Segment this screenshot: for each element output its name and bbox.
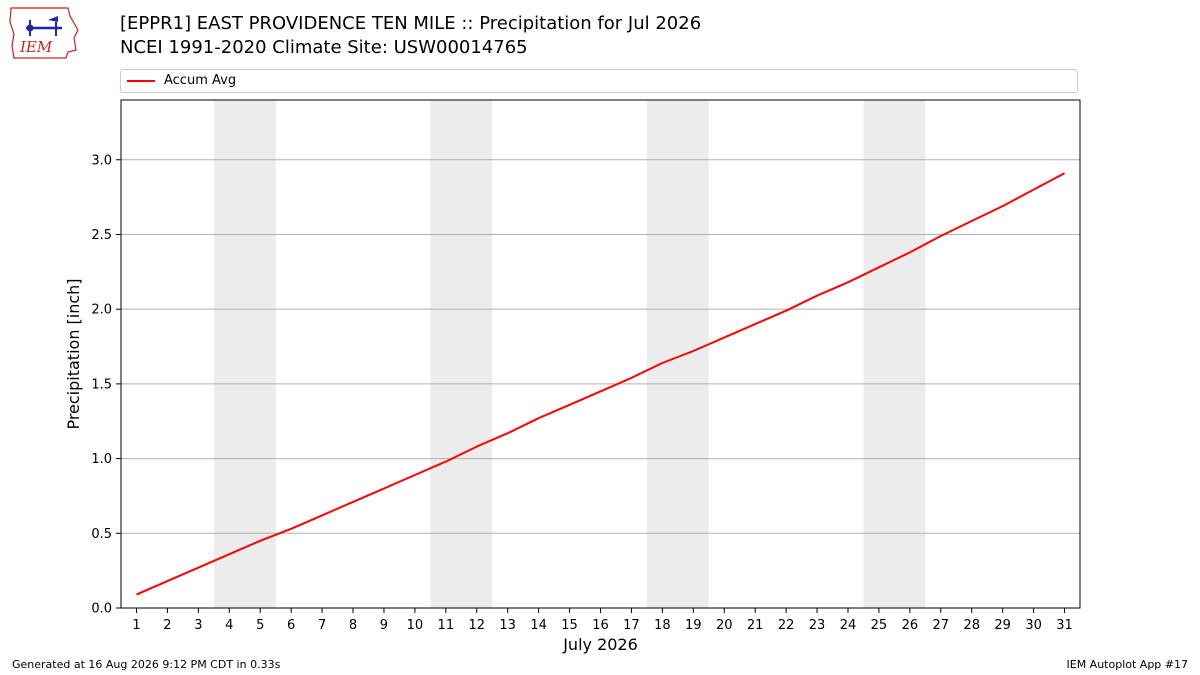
x-tick-label: 8 [349, 618, 357, 633]
series-line-accum-avg [136, 172, 1065, 596]
x-tick-label: 23 [809, 618, 826, 633]
plot-frame [120, 99, 1081, 609]
y-tick-label: 2.5 [91, 228, 112, 243]
x-tick-label: 4 [225, 618, 233, 633]
x-tick-label: 27 [933, 618, 950, 633]
weekend-band [646, 100, 709, 608]
x-tick-label: 12 [468, 618, 485, 633]
x-tick-label: 26 [902, 618, 919, 633]
chart-subtitle: NCEI 1991-2020 Climate Site: USW00014765 [120, 37, 528, 58]
x-tick-label: 10 [407, 618, 424, 633]
x-tick-label: 9 [380, 618, 388, 633]
x-tick-label: 3 [194, 618, 202, 633]
x-tick-label: 16 [592, 618, 609, 633]
x-tick-label: 11 [438, 618, 455, 633]
legend-swatch-accum-avg [127, 80, 155, 82]
y-tick-label: 1.5 [91, 377, 112, 392]
y-tick-label: 1.0 [91, 452, 112, 467]
weekend-band [430, 100, 493, 608]
x-tick-label: 19 [685, 618, 702, 633]
x-tick-label: 20 [716, 618, 733, 633]
x-tick-label: 2 [163, 618, 171, 633]
chart-title: [EPPR1] EAST PROVIDENCE TEN MILE :: Prec… [120, 13, 702, 34]
x-tick-label: 1 [132, 618, 140, 633]
x-tick-label: 25 [871, 618, 888, 633]
y-tick-label: 3.0 [91, 153, 112, 168]
x-axis-label: July 2026 [562, 635, 638, 654]
x-tick-label: 24 [840, 618, 857, 633]
x-tick-label: 15 [561, 618, 578, 633]
x-tick-label: 30 [1025, 618, 1042, 633]
iem-logo-text: IEM [19, 38, 53, 56]
x-tick-label: 29 [994, 618, 1011, 633]
weekend-band [213, 100, 276, 608]
x-tick-label: 14 [530, 618, 547, 633]
iem-logo: IEM [9, 7, 79, 59]
x-tick-label: 28 [963, 618, 980, 633]
x-tick-label: 7 [318, 618, 326, 633]
y-axis-label: Precipitation [inch] [64, 278, 83, 429]
y-tick-label: 0.0 [91, 602, 112, 617]
x-tick-label: 6 [287, 618, 295, 633]
x-tick-label: 18 [654, 618, 671, 633]
x-tick-label: 13 [499, 618, 516, 633]
app-label: IEM Autoplot App #17 [1066, 658, 1189, 671]
y-tick-label: 2.0 [91, 303, 112, 318]
legend: Accum Avg [120, 69, 1078, 93]
weekend-band [863, 100, 926, 608]
x-tick-label: 5 [256, 618, 264, 633]
x-tick-label: 21 [747, 618, 764, 633]
generated-timestamp: Generated at 16 Aug 2026 9:12 PM CDT in … [12, 658, 281, 671]
x-tick-label: 22 [778, 618, 795, 633]
x-tick-label: 17 [623, 618, 640, 633]
x-tick-label: 31 [1056, 618, 1073, 633]
legend-label-accum-avg: Accum Avg [164, 73, 237, 88]
y-tick-label: 0.5 [91, 527, 112, 542]
